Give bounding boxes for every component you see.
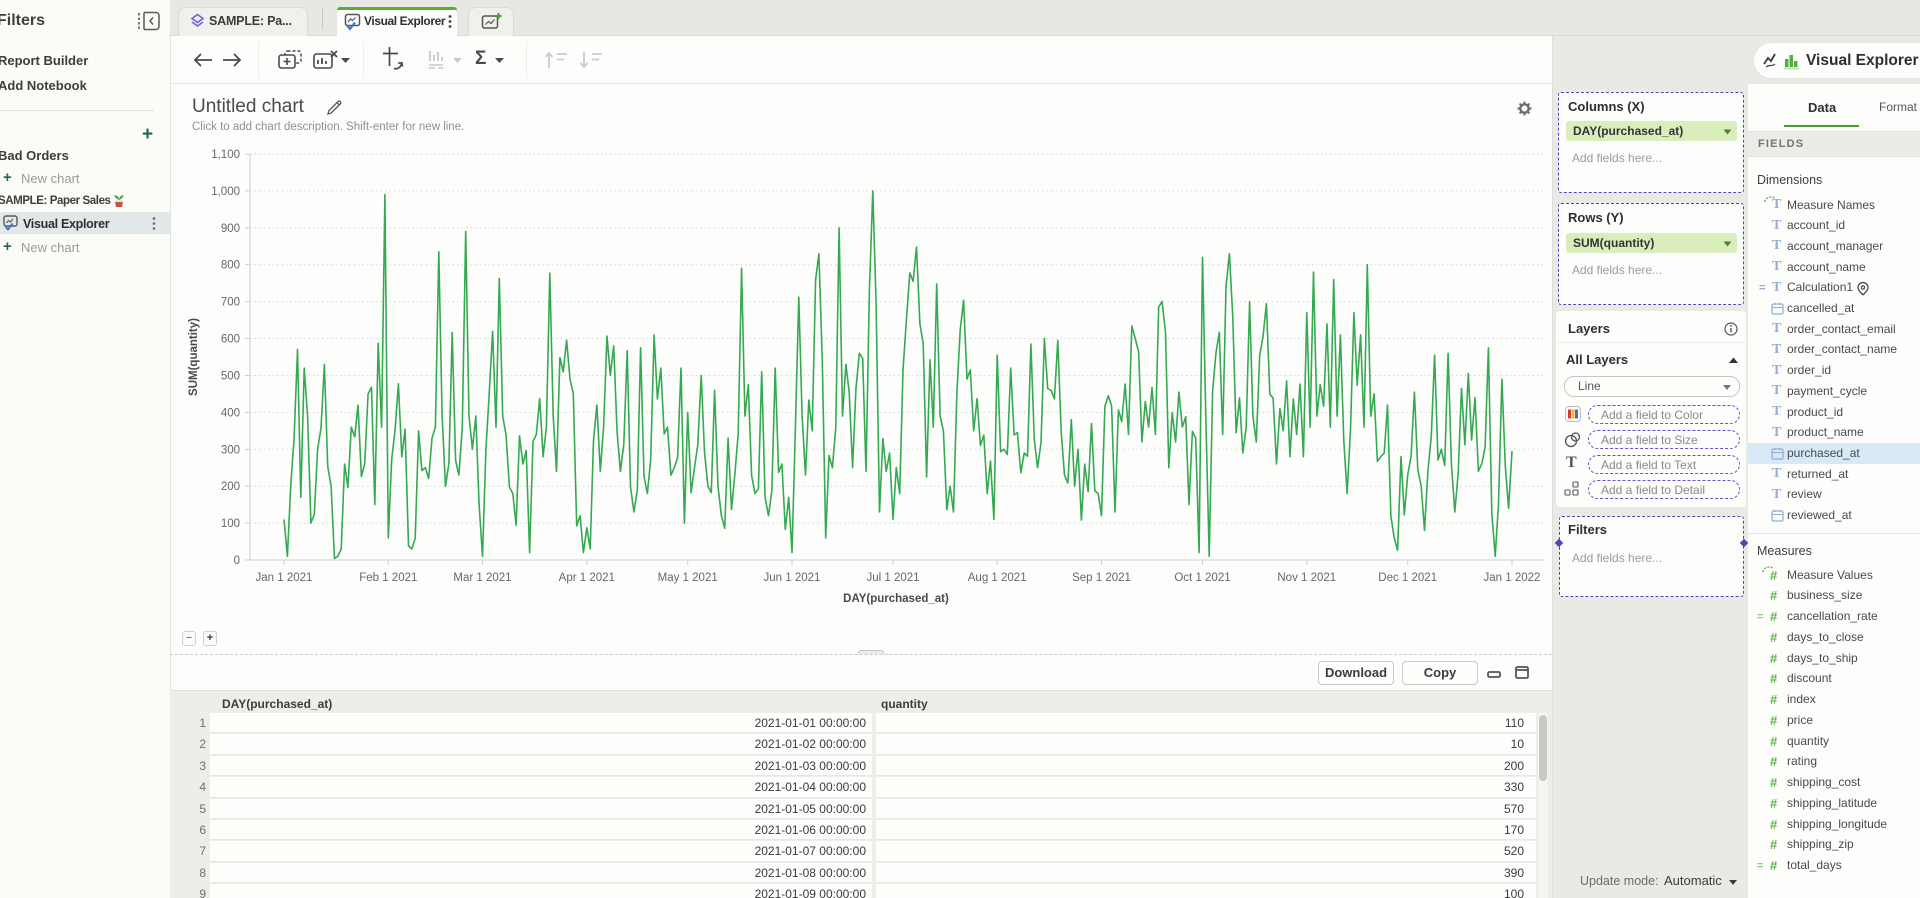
svg-text:Feb 1 2021: Feb 1 2021 (359, 572, 417, 584)
svg-text:SUM(quantity): SUM(quantity) (188, 318, 200, 396)
svg-text:Jan 1 2021: Jan 1 2021 (256, 572, 313, 584)
svg-text:400: 400 (221, 407, 240, 419)
svg-text:Jan 1 2022: Jan 1 2022 (1484, 572, 1541, 584)
svg-text:1,100: 1,100 (211, 149, 240, 161)
svg-text:Mar 1 2021: Mar 1 2021 (453, 572, 511, 584)
svg-text:Apr 1 2021: Apr 1 2021 (559, 572, 615, 584)
svg-text:Dec 1 2021: Dec 1 2021 (1378, 572, 1437, 584)
svg-text:600: 600 (221, 334, 240, 346)
svg-text:Aug 1 2021: Aug 1 2021 (968, 572, 1027, 584)
svg-text:700: 700 (221, 297, 240, 309)
svg-text:Nov 1 2021: Nov 1 2021 (1277, 572, 1336, 584)
svg-text:900: 900 (221, 223, 240, 235)
svg-text:500: 500 (221, 371, 240, 383)
svg-text:100: 100 (221, 518, 240, 530)
svg-text:Oct 1 2021: Oct 1 2021 (1174, 572, 1230, 584)
svg-text:0: 0 (234, 555, 240, 567)
svg-text:800: 800 (221, 260, 240, 272)
svg-text:Jun 1 2021: Jun 1 2021 (764, 572, 821, 584)
svg-text:200: 200 (221, 481, 240, 493)
svg-text:1,000: 1,000 (211, 186, 240, 198)
svg-text:Jul 1 2021: Jul 1 2021 (866, 572, 919, 584)
svg-text:DAY(purchased_at): DAY(purchased_at) (843, 593, 949, 605)
svg-text:May 1 2021: May 1 2021 (658, 572, 718, 584)
svg-text:Sep 1 2021: Sep 1 2021 (1072, 572, 1131, 584)
svg-text:300: 300 (221, 444, 240, 456)
